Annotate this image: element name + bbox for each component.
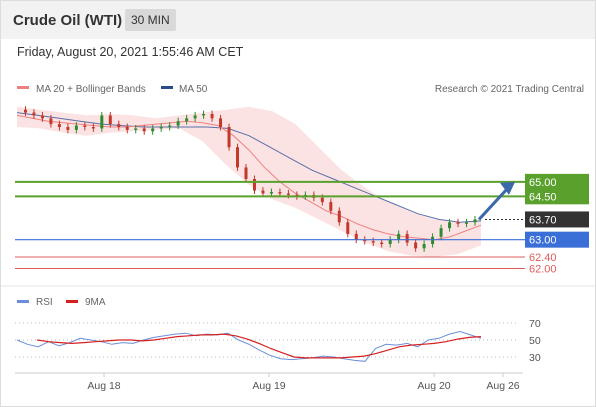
candle-body <box>337 210 341 223</box>
resistance-tag <box>525 173 589 190</box>
candle-body <box>142 128 146 132</box>
timestamp: Friday, August 20, 2021 1:55:46 AM CET <box>17 45 244 59</box>
candle-body <box>100 115 104 129</box>
current-price-label: 63.70 <box>529 214 557 226</box>
candle-body <box>159 127 163 129</box>
resistance-label: 64.50 <box>529 191 557 203</box>
candle-body <box>91 127 95 129</box>
ma20-legend-swatch <box>17 86 29 89</box>
candle-body <box>66 127 70 130</box>
candle-body <box>388 239 392 244</box>
instrument-title: Crude Oil (WTI) <box>13 12 123 29</box>
candle-body <box>278 192 282 194</box>
x-axis-label: Aug 19 <box>252 380 285 392</box>
candle-body <box>236 147 240 168</box>
ma20-legend-label: MA 20 + Bollinger Bands <box>36 84 146 95</box>
ma50-legend-swatch <box>161 86 173 89</box>
candle-body <box>380 242 384 244</box>
support-label: 63.00 <box>529 235 557 247</box>
rsi-legend-swatch <box>17 300 29 303</box>
candle-body <box>329 202 333 211</box>
candle-body <box>269 192 273 194</box>
support-tag <box>525 231 589 248</box>
ma50-legend-label: MA 50 <box>179 84 208 95</box>
minor-support-label: 62.00 <box>529 264 557 276</box>
candle-body <box>57 124 61 127</box>
candle-body <box>448 222 452 229</box>
candle-body <box>168 125 172 127</box>
candle-body <box>193 115 197 119</box>
chart-header: Crude Oil (WTI) 30 MIN <box>1 1 595 39</box>
candle-body <box>473 219 477 223</box>
rsi-ma-legend-swatch <box>66 300 78 303</box>
candle-body <box>261 190 265 194</box>
candle-body <box>83 125 87 127</box>
candle-body <box>125 127 129 130</box>
rsi-legend-label: RSI <box>36 297 53 308</box>
candle-body <box>244 167 248 179</box>
x-axis: Aug 18 Aug 19 Aug 20 Aug 26 <box>87 373 520 392</box>
current-price-tag <box>525 211 589 228</box>
candle-body <box>32 112 36 116</box>
candle-body <box>74 125 78 130</box>
resistance-label: 65.00 <box>529 177 557 189</box>
candle-body <box>40 115 44 119</box>
candle-body <box>320 197 324 203</box>
candle-body <box>286 193 290 195</box>
candle-body <box>185 118 189 122</box>
candle-body <box>176 121 180 126</box>
candle-body <box>210 114 214 119</box>
candle-body <box>252 179 256 191</box>
ma50-line <box>16 112 482 223</box>
candle-body <box>151 128 155 132</box>
rsi-plot: 70 50 30 <box>15 318 541 364</box>
minor-support-label: 62.40 <box>529 252 557 264</box>
candle-body <box>371 241 375 243</box>
rsi-tick-label: 30 <box>529 352 541 364</box>
candle-body <box>49 118 53 125</box>
resistance-tag <box>525 188 589 205</box>
projection-arrow-shaft <box>477 185 511 221</box>
x-axis-label: Aug 20 <box>417 380 450 392</box>
rsi-line <box>16 330 482 362</box>
candle-body <box>465 222 469 224</box>
projection-arrow-head <box>500 181 515 195</box>
candle-body <box>414 242 418 249</box>
candle-body <box>354 233 358 240</box>
candle-body <box>346 222 350 234</box>
x-axis-label: Aug 18 <box>87 380 120 392</box>
candle-body <box>117 124 121 127</box>
candle-body <box>108 115 112 125</box>
candle-body <box>397 233 401 240</box>
timeframe-badge[interactable]: 30 MIN <box>125 9 176 31</box>
rsi-ma-line <box>36 333 482 359</box>
candle-body <box>405 233 409 243</box>
candle-body <box>227 127 231 148</box>
candle-body <box>363 239 367 242</box>
credit-text: Research © 2021 Trading Central <box>435 84 584 95</box>
candle-body <box>202 114 206 116</box>
candle-body <box>431 236 435 244</box>
candle-body <box>439 228 443 237</box>
rsi-ma-legend-label: 9MA <box>85 297 106 308</box>
rsi-tick-label: 50 <box>529 335 541 347</box>
rsi-tick-label: 70 <box>529 318 541 330</box>
ma20-line <box>16 114 482 241</box>
candle-body <box>422 244 426 249</box>
x-axis-label: Aug 26 <box>486 380 519 392</box>
candle-body <box>219 118 223 127</box>
candle-body <box>456 222 460 224</box>
candle-body <box>23 109 27 113</box>
candle-body <box>134 128 138 130</box>
